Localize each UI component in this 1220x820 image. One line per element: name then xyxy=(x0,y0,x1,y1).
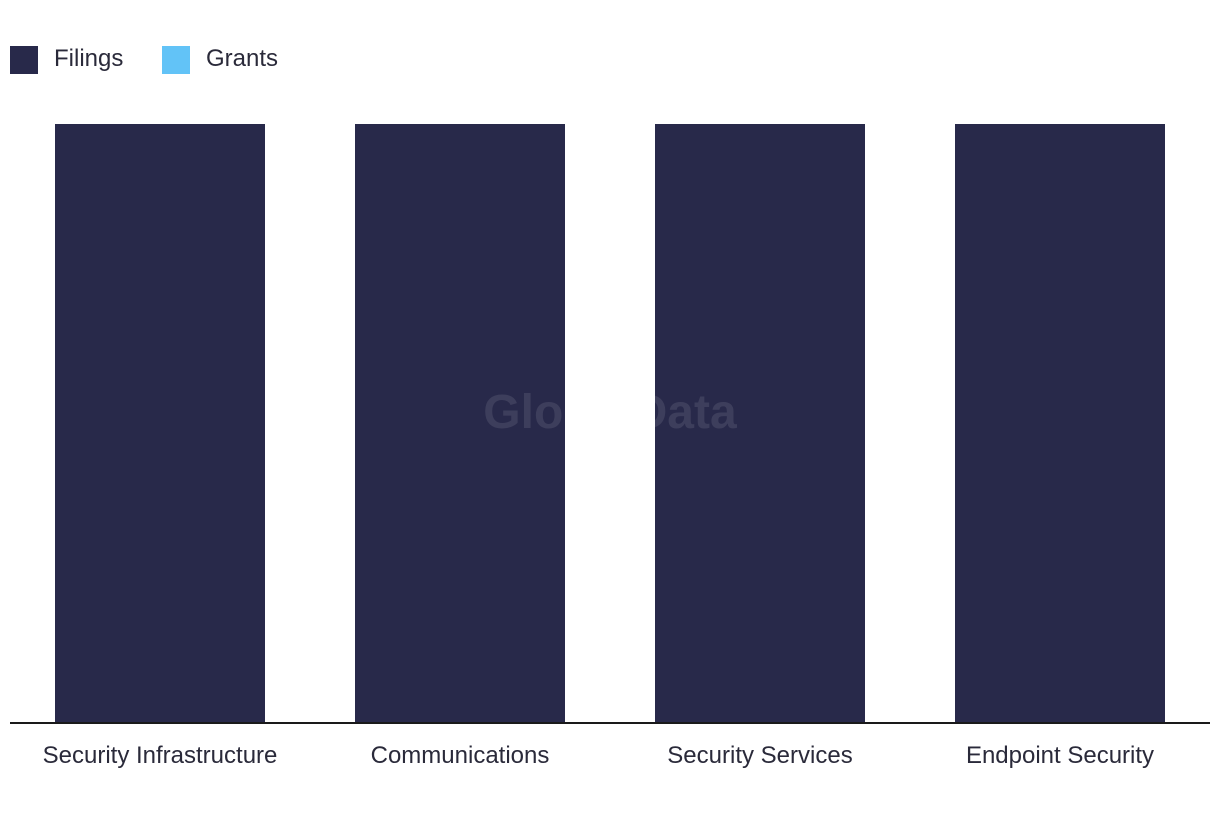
x-tick-label: Endpoint Security xyxy=(966,742,1154,769)
bar-filings-2 xyxy=(355,124,565,723)
legend-swatch-grants xyxy=(162,46,190,74)
x-tick-labels: Security Infrastructure Communications Sec… xyxy=(43,742,1154,769)
legend-swatch-filings xyxy=(10,46,38,74)
bar-filings-1 xyxy=(55,124,265,723)
watermark-logo: GlobalData xyxy=(483,386,737,439)
bar-filings-3 xyxy=(655,124,865,723)
bars-group xyxy=(55,124,1165,723)
x-tick-label: Security Services xyxy=(667,742,852,769)
legend-label-grants: Grants xyxy=(206,45,278,72)
legend: Filings Grants xyxy=(10,45,278,74)
legend-label-filings: Filings xyxy=(54,45,123,72)
x-tick-label: Communications xyxy=(371,742,550,769)
x-tick-label: Security Infrastructure xyxy=(43,742,278,769)
bar-filings-4 xyxy=(955,124,1165,723)
